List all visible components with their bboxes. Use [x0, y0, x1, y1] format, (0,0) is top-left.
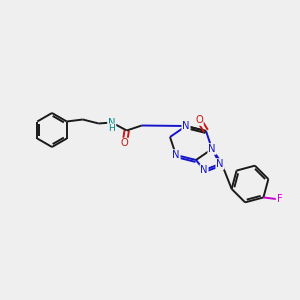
- Text: H: H: [108, 124, 115, 133]
- Text: N: N: [208, 144, 216, 154]
- Text: N: N: [182, 121, 190, 131]
- Text: F: F: [277, 194, 282, 204]
- Text: N: N: [200, 165, 208, 175]
- Text: O: O: [121, 139, 129, 148]
- Text: N: N: [108, 118, 116, 128]
- Text: O: O: [195, 115, 203, 125]
- Text: N: N: [172, 150, 180, 160]
- Text: N: N: [216, 159, 224, 169]
